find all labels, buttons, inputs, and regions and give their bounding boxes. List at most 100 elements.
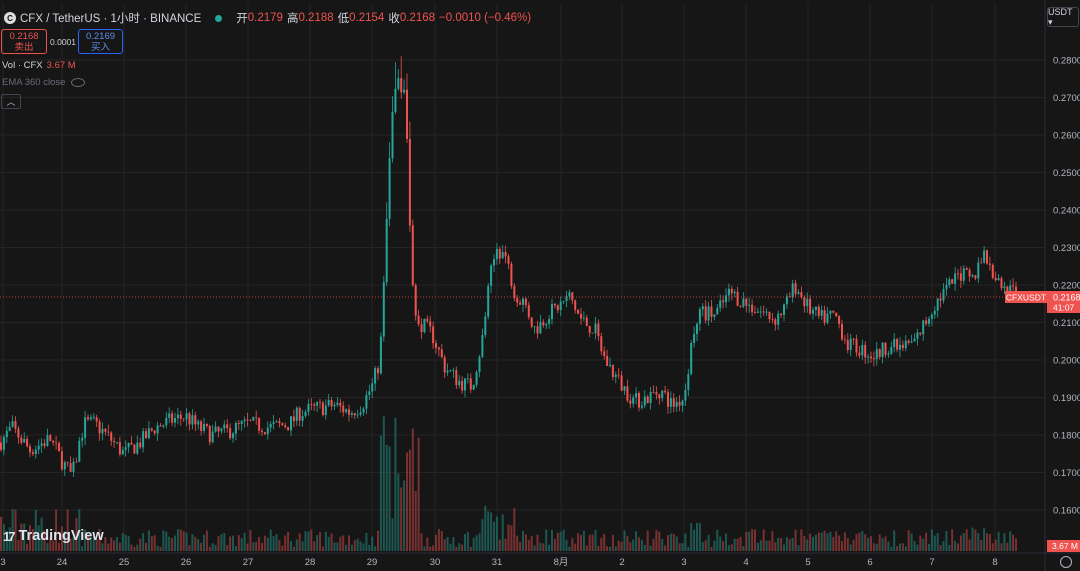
volume-bar	[791, 538, 794, 551]
candle-body	[710, 306, 713, 317]
volume-bar	[353, 540, 356, 551]
volume-bar	[991, 543, 994, 551]
volume-bar	[878, 534, 881, 551]
volume-bar	[89, 539, 92, 551]
volume-bar	[11, 509, 14, 551]
buy-button[interactable]: 0.2169 买入	[78, 29, 123, 54]
candle-body	[89, 417, 92, 420]
hidden-eye-icon[interactable]	[71, 78, 86, 87]
candle-body	[345, 409, 348, 413]
candle-body	[638, 393, 640, 408]
volume-bar	[388, 446, 391, 551]
candle-body	[643, 396, 646, 406]
volume-bar	[527, 539, 530, 551]
candle-body	[440, 349, 443, 358]
volume-label: Vol · CFX	[2, 60, 43, 71]
volume-bar	[37, 525, 40, 551]
ema-indicator-legend[interactable]: EMA 360 close	[2, 77, 86, 88]
volume-bar	[829, 531, 832, 551]
candle-body	[597, 323, 600, 337]
candle-body	[896, 339, 899, 350]
volume-bar	[780, 538, 783, 551]
settings-gear-icon[interactable]	[1060, 556, 1072, 568]
candle-body	[997, 278, 1000, 281]
volume-bar	[536, 534, 539, 551]
volume-bar	[391, 518, 394, 551]
candle-body	[1003, 286, 1006, 289]
volume-bar	[324, 531, 327, 551]
candle-body	[925, 320, 928, 324]
candle-body	[994, 277, 997, 281]
volume-bar	[620, 541, 623, 551]
candle-body	[20, 437, 23, 443]
candle-body	[582, 317, 585, 319]
low-label: 低	[337, 13, 350, 25]
volume-bar	[455, 546, 458, 551]
volume-bar	[330, 533, 333, 551]
candle-body	[81, 437, 84, 441]
candle-body	[391, 111, 394, 159]
candle-body	[771, 319, 774, 320]
candle-body	[23, 438, 26, 443]
volume-bar	[867, 537, 870, 551]
volume-bar	[339, 536, 342, 551]
currency-selector[interactable]: USDT ▾	[1047, 7, 1079, 27]
candle-body	[397, 78, 400, 89]
candle-body	[588, 325, 591, 333]
candle-body	[522, 298, 524, 305]
candle-body	[168, 413, 171, 418]
volume-bar	[403, 480, 406, 551]
volume-bar	[200, 542, 203, 551]
candle-body	[498, 248, 501, 259]
volume-bar	[191, 534, 194, 551]
volume-bar	[632, 539, 635, 551]
volume-bar	[823, 530, 826, 551]
volume-bar	[997, 531, 1000, 551]
volume-bar	[49, 537, 52, 551]
collapse-legend-button[interactable]: ︿	[1, 94, 21, 109]
volume-bar	[580, 534, 582, 551]
sell-button[interactable]: 0.2168 卖出	[1, 29, 47, 54]
volume-bar	[261, 542, 263, 551]
volume-bar	[725, 533, 727, 551]
volume-bar	[406, 452, 408, 551]
symbol-title[interactable]: CFX / TetherUS · 1小时 · BINANCE	[20, 13, 202, 25]
volume-bar	[907, 530, 910, 551]
candle-body	[501, 251, 504, 259]
candle-body	[217, 426, 220, 432]
brand-name: TradingView	[18, 528, 104, 544]
candle-body	[333, 404, 336, 407]
volume-bar	[954, 541, 957, 551]
volume-bar	[672, 533, 675, 551]
candle-body	[2, 437, 5, 450]
candle-body	[875, 349, 878, 360]
candle-body	[205, 423, 208, 426]
candle-body	[806, 298, 809, 307]
volume-bar	[20, 523, 23, 551]
volume-bar	[252, 542, 255, 551]
candle-body	[617, 374, 620, 376]
candle-body	[980, 262, 983, 264]
candle-body	[60, 451, 63, 470]
volume-bar	[46, 542, 49, 551]
volume-bar	[693, 529, 696, 551]
high-value: 0.2188	[298, 12, 334, 24]
volume-bar	[739, 536, 742, 551]
candle-body	[838, 316, 841, 324]
sell-price: 0.2168	[9, 30, 39, 42]
volume-bar	[565, 539, 568, 551]
candle-body	[646, 396, 649, 404]
candle-body	[629, 400, 632, 404]
volume-indicator-legend[interactable]: Vol · CFX 3.67 M	[2, 60, 76, 71]
candle-body	[661, 390, 664, 399]
candle-body	[58, 443, 60, 452]
volume-bar	[55, 509, 58, 551]
candle-body	[455, 370, 458, 386]
volume-bar	[1000, 543, 1003, 551]
candle-body	[232, 433, 234, 439]
candle-body	[727, 288, 730, 296]
candle-body	[92, 417, 95, 419]
